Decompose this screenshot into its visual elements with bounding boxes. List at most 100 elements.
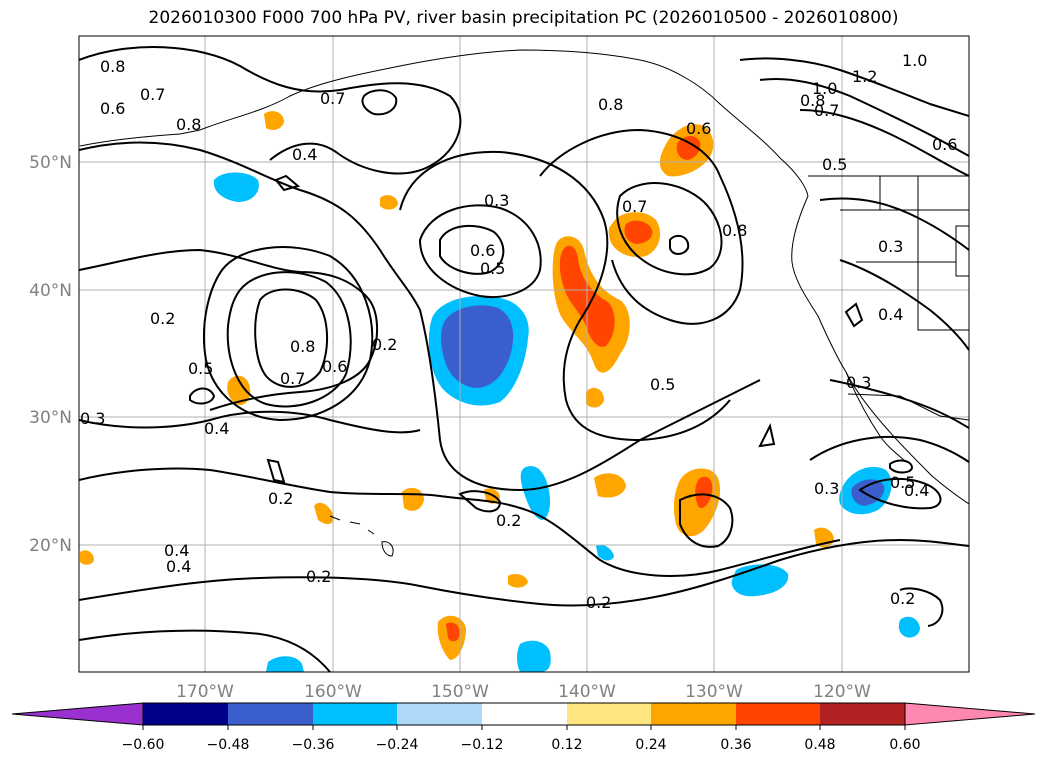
colorbar-bin: [736, 703, 820, 725]
lon-tick-label: 120°W: [813, 682, 871, 702]
contour-label: 0.6: [100, 99, 125, 118]
contour-label: 0.4: [204, 419, 229, 438]
colorbar-bin: [397, 703, 482, 725]
contour-label: 0.3: [814, 479, 839, 498]
pc-positive-small: [314, 502, 334, 525]
pv-contour: [819, 197, 969, 251]
colorbar-tick-label: 0.36: [720, 737, 751, 753]
contour-label: 0.8: [722, 221, 747, 240]
pc-positive-small: [227, 375, 251, 406]
map-frame: [78, 35, 970, 673]
contour-label: 1.2: [852, 67, 877, 86]
pv-contour: [829, 379, 969, 429]
colorbar-min-extend: [11, 702, 144, 726]
contour-label: 0.8: [290, 337, 315, 356]
contour-label: 0.5: [822, 155, 847, 174]
pc-positive-small: [508, 574, 528, 588]
pc-positive-small: [446, 622, 460, 642]
pv-contour: [399, 150, 731, 442]
colorbar-tick-label: 0.12: [551, 737, 582, 753]
contour-label: 0.5: [890, 473, 915, 492]
precip-pc-fills: [80, 111, 920, 672]
pv-contour: [79, 410, 421, 434]
contour-label: 0.3: [878, 237, 903, 256]
pv-contour: [539, 128, 744, 325]
contour-label: 0.4: [904, 481, 929, 500]
pv-contour: [758, 423, 776, 448]
colorbar-tick-label: 0.60: [889, 737, 920, 753]
contour-label: 0.5: [650, 375, 675, 394]
lon-tick-label: 140°W: [558, 682, 616, 702]
colorbar-tick-label: −0.60: [122, 737, 165, 753]
lon-tick-label: 160°W: [304, 682, 362, 702]
pv-contour: [616, 182, 723, 276]
contour-label: 0.7: [622, 197, 647, 216]
pc-negative-small: [596, 544, 614, 561]
pv-contour: [79, 538, 969, 607]
contour-label: 0.4: [292, 145, 317, 164]
colorbar-max-extend: [904, 702, 1036, 726]
colorbar-bin: [820, 703, 905, 725]
contour-label: 0.8: [598, 95, 623, 114]
mexico-border: [847, 393, 969, 421]
pv-contour: [839, 259, 969, 351]
contour-label: 0.7: [280, 369, 305, 388]
contour-label: 0.5: [480, 259, 505, 278]
contour-label: 0.7: [320, 89, 345, 108]
colorbar-tick-labels: −0.60 −0.48 −0.36 −0.24 −0.12 0.12 0.24 …: [122, 737, 921, 753]
figure-title: 2026010300 F000 700 hPa PV, river basin …: [148, 8, 899, 28]
pv-contour: [79, 46, 462, 175]
contour-label: 0.8: [800, 91, 825, 110]
contour-label: 0.2: [890, 589, 915, 608]
colorbar-bin: [228, 703, 313, 725]
contour-label: 0.2: [268, 489, 293, 508]
pv-contour: [739, 57, 969, 117]
pv-contour: [79, 467, 841, 577]
contour-label: 0.3: [846, 373, 871, 392]
contour-label: 0.2: [150, 309, 175, 328]
pv-contour: [266, 458, 286, 484]
pv-contour: [439, 224, 505, 275]
colorbar-ticks: [142, 725, 906, 730]
colorbar-tick-label: −0.24: [376, 737, 419, 753]
lon-tick-labels: 170°W 160°W 150°W 140°W 130°W 120°W: [176, 682, 871, 702]
contour-label: 0.2: [586, 593, 611, 612]
colorbar-tick-label: −0.36: [292, 737, 335, 753]
lat-tick-label: 50°N: [29, 153, 72, 173]
pv-contour-low: [254, 288, 329, 388]
contour-label: 0.2: [372, 335, 397, 354]
colorbar: −0.60 −0.48 −0.36 −0.24 −0.12 0.12 0.24 …: [11, 702, 1036, 753]
pc-negative-small: [517, 640, 551, 672]
pc-negative-small: [898, 616, 920, 638]
pc-positive-45n-core: [624, 220, 653, 244]
pv-contour-low: [203, 246, 374, 422]
lon-tick-label: 130°W: [685, 682, 743, 702]
pv-contour: [458, 490, 502, 513]
graticule: [79, 36, 969, 672]
lat-tick-labels: 50°N 40°N 30°N 20°N: [29, 153, 72, 556]
colorbar-bin: [567, 703, 651, 725]
alaska-coast: [199, 49, 809, 197]
colorbar-tick-label: 0.48: [804, 737, 835, 753]
state-borders: [840, 176, 969, 331]
hawaii-islands: [329, 515, 394, 557]
pv-contour: [799, 109, 969, 177]
contour-label: 0.4: [164, 541, 189, 560]
contour-label: 0.2: [306, 567, 331, 586]
pv-contour: [759, 77, 969, 157]
contour-label: 0.6: [932, 135, 957, 154]
contour-label: 0.5: [188, 359, 213, 378]
contour-label: 0.6: [686, 119, 711, 138]
contour-label: 0.2: [496, 511, 521, 530]
baja-peninsula: [845, 371, 907, 463]
pv-contour: [79, 629, 331, 672]
contour-label: 0.3: [80, 409, 105, 428]
pv-contour: [79, 141, 761, 492]
contour-label: 0.3: [484, 191, 509, 210]
lat-tick-label: 30°N: [29, 408, 72, 428]
pv-contour: [889, 459, 914, 474]
colorbar-tick-label: −0.12: [461, 737, 504, 753]
coastlines: [79, 49, 969, 557]
pv-contour: [669, 234, 690, 255]
